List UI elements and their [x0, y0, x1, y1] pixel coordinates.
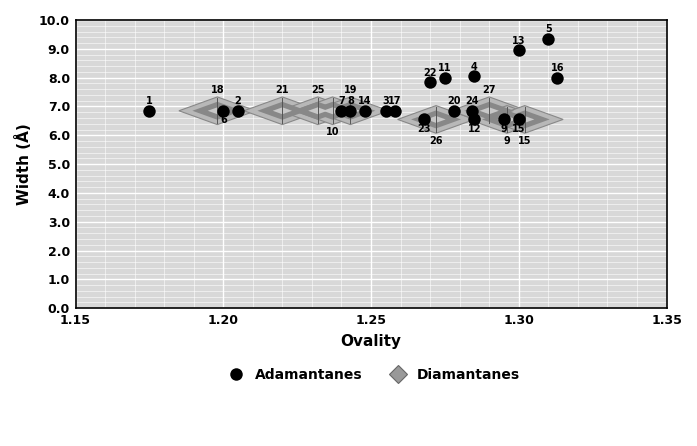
Text: 6: 6 — [220, 115, 227, 125]
Point — [551, 74, 562, 81]
Text: 12: 12 — [468, 124, 481, 134]
Polygon shape — [294, 97, 371, 124]
Polygon shape — [451, 97, 528, 124]
Polygon shape — [427, 116, 445, 123]
Polygon shape — [208, 107, 227, 114]
Polygon shape — [307, 102, 358, 120]
Text: 2: 2 — [235, 96, 241, 107]
Text: 5: 5 — [545, 25, 552, 34]
Text: 16: 16 — [551, 63, 564, 73]
Text: 1: 1 — [146, 96, 153, 107]
Polygon shape — [308, 107, 328, 114]
Polygon shape — [244, 97, 321, 124]
Polygon shape — [293, 102, 343, 120]
Polygon shape — [273, 107, 292, 114]
Point — [345, 107, 356, 114]
Text: 4: 4 — [471, 62, 478, 72]
Point — [217, 107, 229, 114]
Point — [448, 107, 459, 114]
X-axis label: Ovality: Ovality — [341, 334, 401, 349]
Point — [439, 74, 450, 81]
Point — [513, 47, 524, 54]
Polygon shape — [323, 107, 342, 114]
Polygon shape — [487, 106, 563, 133]
Text: 18: 18 — [210, 85, 224, 95]
Point — [513, 116, 524, 123]
Point — [469, 73, 480, 80]
Text: 14: 14 — [358, 96, 372, 107]
Y-axis label: Width (Å): Width (Å) — [15, 123, 32, 205]
Point — [469, 116, 480, 123]
Point — [424, 78, 436, 86]
Point — [498, 116, 510, 123]
Polygon shape — [397, 106, 475, 133]
Polygon shape — [482, 111, 532, 128]
Polygon shape — [279, 97, 356, 124]
Legend: Adamantanes, Diamantanes: Adamantanes, Diamantanes — [216, 363, 526, 388]
Polygon shape — [192, 102, 243, 120]
Polygon shape — [515, 116, 535, 123]
Point — [466, 107, 477, 114]
Polygon shape — [312, 97, 389, 124]
Point — [419, 116, 430, 123]
Text: 9: 9 — [504, 136, 510, 145]
Polygon shape — [411, 111, 461, 128]
Polygon shape — [341, 107, 360, 114]
Polygon shape — [468, 106, 545, 133]
Polygon shape — [480, 107, 499, 114]
Text: 27: 27 — [482, 85, 496, 95]
Text: 15: 15 — [512, 124, 526, 134]
Polygon shape — [500, 111, 550, 128]
Text: 15: 15 — [518, 136, 531, 145]
Text: 25: 25 — [311, 85, 325, 95]
Text: 22: 22 — [423, 68, 437, 78]
Text: 7: 7 — [338, 96, 345, 107]
Point — [233, 107, 244, 114]
Point — [381, 107, 392, 114]
Text: 10: 10 — [326, 127, 339, 137]
Text: 3: 3 — [383, 96, 389, 107]
Point — [360, 107, 371, 114]
Polygon shape — [325, 102, 375, 120]
Polygon shape — [464, 102, 514, 120]
Polygon shape — [498, 116, 516, 123]
Text: 23: 23 — [418, 124, 431, 134]
Text: 17: 17 — [388, 96, 401, 107]
Polygon shape — [257, 102, 307, 120]
Text: 13: 13 — [512, 36, 526, 46]
Polygon shape — [179, 97, 256, 124]
Point — [543, 35, 554, 42]
Point — [389, 107, 400, 114]
Text: 19: 19 — [344, 85, 357, 95]
Text: 21: 21 — [275, 85, 289, 95]
Point — [144, 107, 155, 114]
Text: 20: 20 — [447, 96, 461, 107]
Text: 26: 26 — [429, 136, 443, 145]
Point — [336, 107, 347, 114]
Text: 9: 9 — [500, 124, 507, 134]
Text: 11: 11 — [438, 63, 452, 73]
Text: 8: 8 — [347, 96, 354, 107]
Text: 24: 24 — [465, 96, 478, 107]
